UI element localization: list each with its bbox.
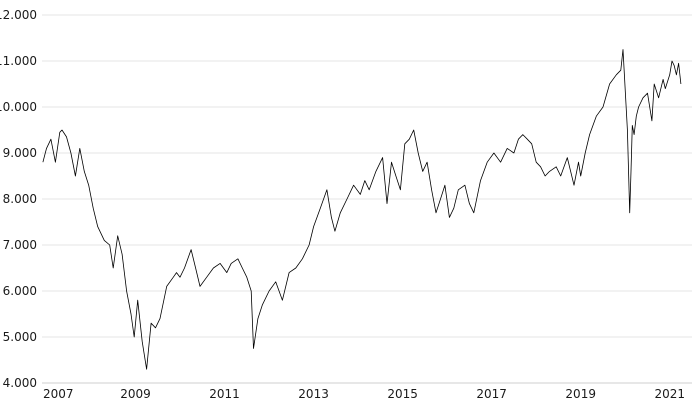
x-tick-label: 2021 (654, 387, 685, 400)
x-tick-label: 2007 (43, 387, 74, 400)
x-tick-label: 2017 (476, 387, 507, 400)
y-axis-tick-labels: 4.000 5.000 6.000 7.000 8.000 9.000 10.000 11.0… (0, 8, 37, 390)
y-tick-label: 12.000 (0, 8, 37, 22)
y-tick-label: 10.000 (0, 100, 37, 114)
y-tick-label: 5.000 (3, 330, 37, 344)
y-tick-label: 6.000 (3, 284, 37, 298)
y-tick-label: 7.000 (3, 238, 37, 252)
x-tick-label: 2009 (120, 387, 151, 400)
y-tick-label: 11.000 (0, 54, 37, 68)
y-tick-label: 9.000 (3, 146, 37, 160)
gridlines (42, 14, 692, 384)
x-tick-label: 2011 (209, 387, 240, 400)
x-axis-tick-labels: 2007 2009 2011 2013 2015 2017 2019 2021 (43, 387, 685, 400)
x-tick-label: 2019 (565, 387, 596, 400)
x-tick-label: 2015 (387, 387, 418, 400)
x-tick-label: 2013 (298, 387, 329, 400)
price-series-line (42, 49, 682, 370)
y-tick-label: 8.000 (3, 192, 37, 206)
y-tick-label: 4.000 (3, 376, 37, 390)
